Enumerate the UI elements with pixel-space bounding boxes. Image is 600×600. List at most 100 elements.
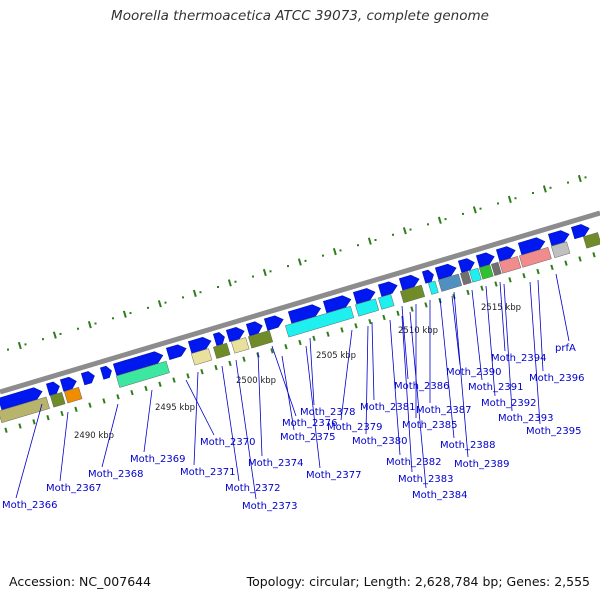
gene-block-shape bbox=[248, 330, 274, 349]
gene-label[interactable]: Moth_2369 bbox=[130, 454, 185, 465]
outer-tick-mark bbox=[77, 327, 79, 330]
gene-block-shape bbox=[583, 232, 600, 249]
gene-block-shape bbox=[460, 270, 472, 286]
gene-leader-line bbox=[499, 281, 506, 352]
gene-label[interactable]: Moth_2366 bbox=[2, 500, 57, 511]
outer-tick-long bbox=[262, 268, 267, 277]
gene-block-shape bbox=[479, 264, 494, 280]
inner-tick-mark bbox=[326, 331, 330, 337]
gene-leader-line bbox=[309, 337, 315, 406]
gene-label[interactable]: Moth_2384 bbox=[412, 490, 467, 501]
gene-label[interactable]: Moth_2373 bbox=[242, 501, 297, 512]
gene-leader-line bbox=[451, 295, 461, 366]
gene-label[interactable]: Moth_2389 bbox=[454, 459, 509, 470]
outer-tick-long bbox=[192, 289, 197, 297]
forward-gene-shape bbox=[377, 281, 398, 297]
gene-label[interactable]: Moth_2379 bbox=[327, 422, 382, 433]
gene-block bbox=[491, 261, 502, 276]
forward-gene-shape bbox=[99, 365, 112, 380]
outer-tick-long bbox=[402, 227, 407, 235]
gene-label[interactable]: Moth_2392 bbox=[481, 398, 536, 409]
inner-tick-mark bbox=[410, 306, 414, 312]
gene-label[interactable]: Moth_2380 bbox=[352, 436, 407, 447]
outer-tick-mark bbox=[409, 228, 412, 231]
forward-gene-arrow bbox=[434, 263, 457, 280]
gene-block bbox=[479, 264, 494, 280]
gene-label[interactable]: Moth_2378 bbox=[300, 407, 355, 418]
gene-label[interactable]: Moth_2388 bbox=[440, 440, 495, 451]
gene-block bbox=[355, 298, 380, 317]
gene-label[interactable]: Moth_2383 bbox=[398, 474, 453, 485]
gene-label[interactable]: Moth_2381 bbox=[360, 402, 415, 413]
inner-tick-mark bbox=[158, 381, 162, 387]
gene-label[interactable]: Moth_2391 bbox=[468, 382, 523, 393]
forward-gene-shape bbox=[187, 337, 212, 354]
gene-label[interactable]: Moth_2386 bbox=[394, 381, 449, 392]
outer-tick-mark bbox=[164, 301, 167, 304]
gene-label[interactable]: Moth_2390 bbox=[446, 367, 501, 378]
gene-label[interactable]: Moth_2367 bbox=[46, 483, 101, 494]
outer-tick-long bbox=[157, 300, 162, 308]
accession-text: Accession: NC_007644 bbox=[9, 574, 152, 589]
outer-tick-mark bbox=[147, 306, 149, 309]
inner-tick-mark bbox=[214, 364, 218, 371]
gene-label[interactable]: Moth_2370 bbox=[200, 437, 255, 448]
gene-block-shape bbox=[285, 305, 355, 338]
gene-label[interactable]: Moth_2372 bbox=[225, 483, 280, 494]
outer-tick-long bbox=[542, 185, 547, 193]
outer-tick-mark bbox=[392, 233, 394, 236]
gene-block-shape bbox=[551, 241, 571, 259]
forward-gene-arrow bbox=[80, 371, 95, 386]
forward-gene-arrow bbox=[495, 246, 516, 262]
gene-block bbox=[583, 232, 600, 249]
inner-tick-mark bbox=[494, 281, 498, 287]
gene-label[interactable]: Moth_2393 bbox=[498, 413, 553, 424]
gene-leader-line bbox=[453, 291, 469, 458]
inner-tick-mark bbox=[466, 289, 470, 296]
gene-block-shape bbox=[469, 267, 482, 283]
gene-block bbox=[400, 284, 426, 304]
inner-tick-mark bbox=[4, 427, 8, 433]
inner-tick-mark bbox=[578, 256, 582, 262]
gene-label[interactable]: Moth_2396 bbox=[529, 373, 584, 384]
outer-tick-mark bbox=[112, 317, 114, 320]
genome-backbone bbox=[0, 210, 600, 395]
gene-label[interactable]: Moth_2368 bbox=[88, 469, 143, 480]
forward-gene-arrow bbox=[398, 274, 420, 291]
gene-label[interactable]: Moth_2395 bbox=[526, 426, 581, 437]
inner-tick-mark bbox=[228, 360, 232, 367]
forward-gene-arrow bbox=[377, 281, 398, 297]
inner-tick-mark bbox=[74, 406, 78, 413]
scale-tick-label: 2500 kbp bbox=[236, 376, 276, 386]
outer-tick-long bbox=[87, 321, 92, 329]
scale-tick-label: 2495 kbp bbox=[155, 403, 195, 413]
gene-label[interactable]: Moth_2375 bbox=[280, 432, 335, 443]
gene-block bbox=[248, 330, 274, 349]
inner-tick-mark bbox=[396, 310, 400, 316]
gene-label[interactable]: Moth_2374 bbox=[248, 458, 303, 469]
gene-label[interactable]: Moth_2394 bbox=[491, 353, 546, 364]
inner-tick-mark bbox=[312, 335, 316, 342]
gene-block-shape bbox=[64, 387, 83, 404]
outer-tick-mark bbox=[234, 280, 237, 283]
gene-label[interactable]: Moth_2376 bbox=[282, 418, 337, 429]
gene-block bbox=[378, 293, 395, 310]
outer-tick-mark bbox=[269, 270, 272, 273]
gene-block-shape bbox=[191, 348, 213, 366]
gene-label[interactable]: Moth_2382 bbox=[386, 457, 441, 468]
inner-tick-mark bbox=[18, 423, 22, 429]
gene-block bbox=[460, 270, 472, 286]
inner-tick-mark bbox=[550, 264, 554, 271]
gene-label[interactable]: Moth_2387 bbox=[416, 405, 471, 416]
outer-tick-mark bbox=[287, 265, 289, 268]
outer-tick-mark bbox=[129, 312, 132, 315]
forward-gene-shape bbox=[352, 288, 376, 305]
gene-label[interactable]: Moth_2385 bbox=[402, 420, 457, 431]
gene-label[interactable]: Moth_2371 bbox=[180, 467, 235, 478]
inner-tick-mark bbox=[102, 398, 106, 404]
gene-block-shape bbox=[378, 293, 395, 310]
gene-label[interactable]: Moth_2377 bbox=[306, 470, 361, 481]
gene-label[interactable]: prfA bbox=[555, 343, 576, 354]
gene-block bbox=[64, 387, 83, 404]
